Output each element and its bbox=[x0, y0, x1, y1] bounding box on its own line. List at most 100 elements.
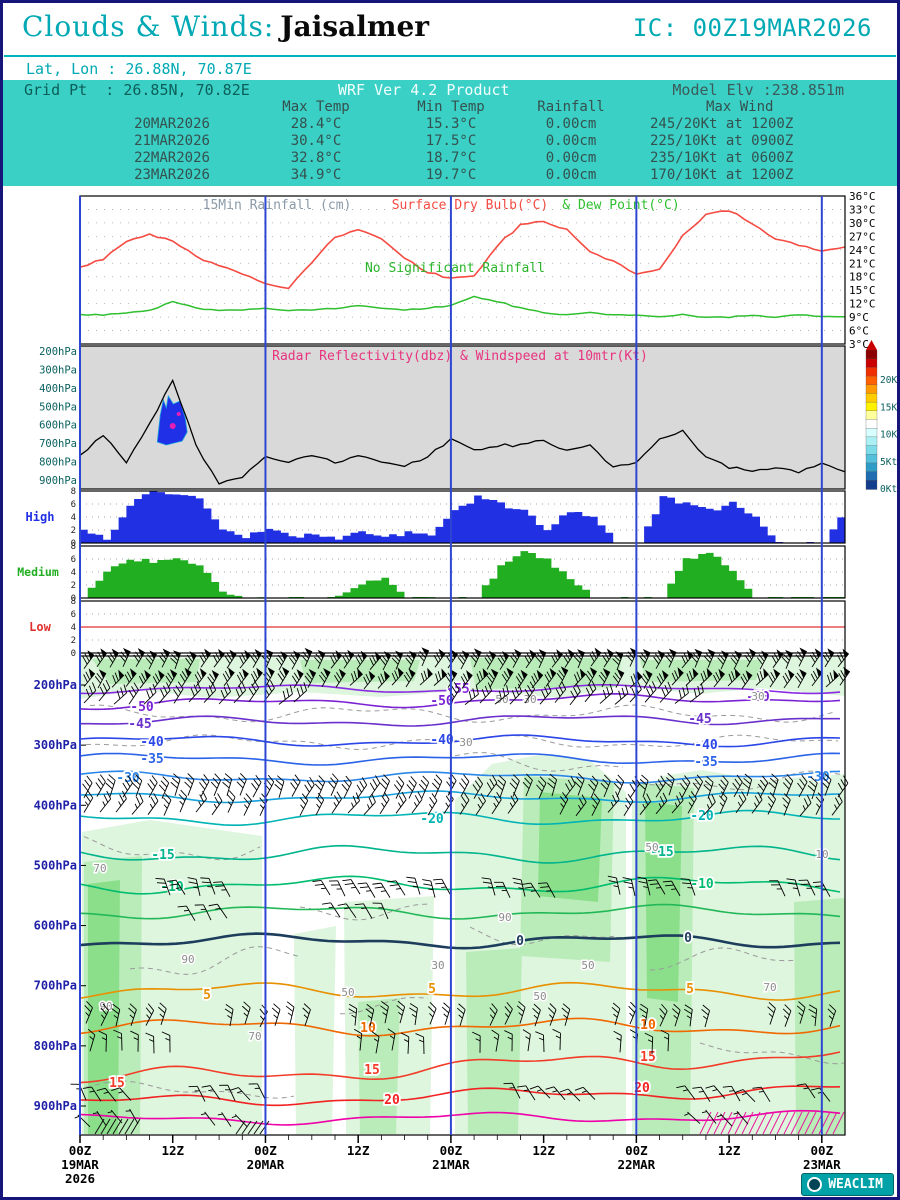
temp-axis-label: 6°C bbox=[849, 325, 869, 338]
wind-barb bbox=[155, 878, 171, 896]
contour-label: -40 bbox=[140, 735, 164, 750]
wind-barb bbox=[411, 791, 423, 814]
wind-barb bbox=[427, 793, 438, 816]
contour-label: 0 bbox=[516, 934, 524, 949]
wind-barb bbox=[573, 668, 587, 687]
wind-barb bbox=[644, 681, 657, 703]
medium-cloud-label: Medium bbox=[17, 565, 59, 579]
wind-barb bbox=[795, 669, 807, 689]
wind-barb bbox=[807, 776, 818, 800]
day-label: 20MAR bbox=[247, 1157, 285, 1172]
wind-barb bbox=[188, 681, 201, 703]
wind-barb bbox=[524, 681, 535, 704]
wind-barb bbox=[312, 879, 331, 896]
temperature-contour bbox=[79, 1017, 841, 1037]
wind-barb bbox=[218, 683, 231, 705]
medium-cloud-panel: 0 2 4 6 8 Medium bbox=[17, 542, 845, 604]
wind-barb bbox=[637, 876, 651, 896]
wind-barb bbox=[113, 684, 128, 705]
wind-barb bbox=[613, 774, 625, 798]
legend-tick-label: 0Kt bbox=[880, 484, 897, 495]
cloud-axis-label: 2 bbox=[71, 526, 76, 536]
wind-barb bbox=[418, 775, 430, 799]
temperature-contour bbox=[79, 875, 841, 895]
wind-barb bbox=[387, 880, 406, 896]
weaclim-icon bbox=[807, 1177, 823, 1192]
wind-barb bbox=[768, 773, 779, 797]
time-tick-label: 12Z bbox=[532, 1143, 555, 1158]
wind-barb bbox=[501, 667, 514, 687]
table-cell: 20MAR2026 bbox=[134, 116, 210, 132]
wind-barb bbox=[278, 685, 293, 705]
wind-barb bbox=[655, 792, 668, 815]
wind-barb bbox=[158, 1002, 167, 1026]
wind-barb bbox=[125, 1108, 139, 1125]
wind-barb bbox=[441, 1002, 451, 1025]
surface-panel: 36°C33°C30°C27°C24°C21°C18°C15°C12°C9°C6… bbox=[79, 190, 876, 351]
contour-label: -45 bbox=[128, 717, 151, 732]
wind-barb bbox=[503, 1082, 521, 1099]
humidity-shading bbox=[645, 802, 682, 1002]
wind-barb bbox=[431, 774, 443, 797]
wind-barb bbox=[545, 1086, 566, 1101]
radar-pressure-label: 700hPa bbox=[39, 438, 77, 450]
contour-label: -50 bbox=[746, 690, 770, 705]
wind-barb bbox=[105, 774, 116, 797]
wind-barb bbox=[796, 1001, 806, 1024]
wind-barb bbox=[387, 1028, 396, 1051]
wind-barb bbox=[799, 794, 812, 817]
wind-barb bbox=[328, 880, 346, 897]
wind-barb bbox=[347, 792, 360, 814]
wind-barb bbox=[92, 1110, 107, 1126]
time-axis: 00Z 12Z 00Z 12Z 00Z 12Z 00Z 12Z 00Z19MAR 20MAR 21M… bbox=[61, 1135, 841, 1186]
wind-barb bbox=[679, 775, 691, 798]
high-cloud-label: High bbox=[26, 510, 55, 524]
latlon-line: Lat, Lon : 26.88N, 70.87E bbox=[26, 60, 252, 78]
contour-label: -15 bbox=[650, 845, 673, 860]
wind-barb bbox=[797, 774, 808, 798]
wind-barb bbox=[379, 791, 390, 815]
wind-barb bbox=[250, 667, 263, 687]
wind-barb bbox=[638, 774, 649, 798]
wind-barb bbox=[107, 1109, 123, 1124]
legend-tick-label: 20Kt bbox=[880, 375, 900, 386]
wind-barb bbox=[341, 775, 352, 799]
frame-lines bbox=[79, 195, 846, 1136]
contour-label: -40 bbox=[694, 738, 718, 753]
table-row: 22MAR2026 32.8°C 18.7°C 0.00cm 235/10Kt at 0… bbox=[0, 150, 900, 167]
contour-label: -40 bbox=[430, 733, 454, 748]
wind-barb bbox=[808, 1004, 818, 1027]
wind-barb bbox=[516, 1001, 526, 1024]
wind-barb bbox=[428, 1001, 437, 1025]
wind-barb bbox=[659, 681, 672, 703]
wind-barb bbox=[331, 791, 342, 814]
contour-label: -10 bbox=[690, 877, 714, 892]
gridpoint-label: Grid Pt : 26.85N, 70.82E bbox=[24, 81, 250, 99]
wind-barb bbox=[782, 774, 794, 797]
wind-barb bbox=[810, 667, 823, 687]
wind-barb bbox=[83, 790, 94, 813]
time-tick-label: 12Z bbox=[347, 1143, 370, 1158]
radar-panel: 200hPa 300hPa 400hPa 500hPa 600hPa 700hPa 800h… bbox=[39, 340, 900, 495]
wind-barb bbox=[96, 1087, 117, 1102]
wind-barb bbox=[173, 681, 184, 704]
contour-label: -45 bbox=[688, 712, 711, 727]
table-cell: 28.4°C bbox=[290, 116, 342, 132]
wind-barb bbox=[585, 667, 597, 687]
wind-barb bbox=[131, 793, 144, 815]
wind-barb bbox=[509, 683, 523, 705]
wind-barb bbox=[574, 1086, 596, 1100]
wind-barb bbox=[210, 773, 222, 796]
wind-barb bbox=[147, 793, 159, 815]
temperature-contour bbox=[79, 932, 841, 950]
pressure-label: 900hPa bbox=[34, 1099, 77, 1113]
wind-barb bbox=[660, 1029, 670, 1052]
table-cell: 0.00cm bbox=[545, 167, 597, 183]
model-elevation: Model Elv :238.851m bbox=[672, 81, 844, 99]
table-row: 23MAR2026 34.9°C 19.7°C 0.00cm 170/10Kt at 1… bbox=[0, 167, 900, 184]
wind-barb bbox=[740, 670, 753, 689]
wind-barb bbox=[94, 669, 107, 689]
contour-label: -50 bbox=[130, 700, 154, 715]
humidity-shading bbox=[294, 926, 336, 1134]
wind-barb bbox=[236, 772, 247, 796]
